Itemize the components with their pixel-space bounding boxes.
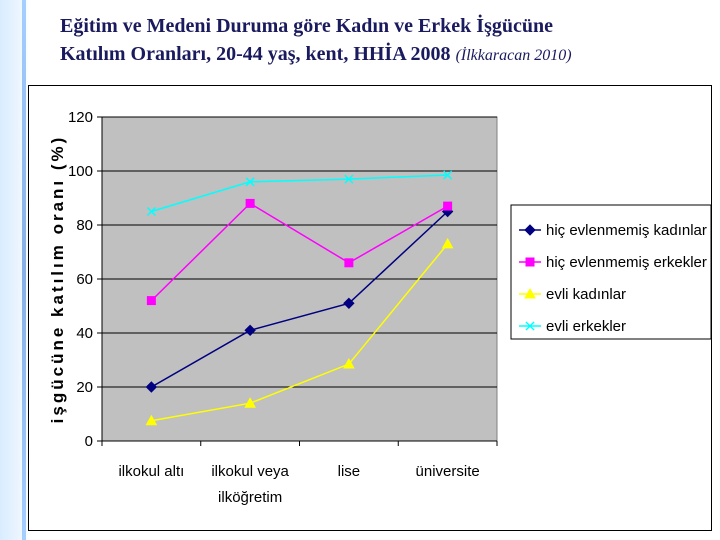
data-point bbox=[146, 296, 156, 306]
data-point bbox=[245, 177, 255, 187]
x-tick-label: üniversite bbox=[416, 463, 480, 480]
title-line-1: Eğitim ve Medeni Duruma göre Kadın ve Er… bbox=[60, 15, 553, 37]
x-tick-label: ilkokul veya ilköğretim bbox=[211, 463, 289, 506]
series-line-3 bbox=[151, 243, 449, 422]
data-point bbox=[145, 381, 158, 393]
line-chart: 0 20 40 60 80 100 120 ilkokul altı ilkokul veya i… bbox=[48, 109, 712, 506]
data-point bbox=[344, 258, 354, 268]
slide-accent-bar bbox=[22, 0, 26, 540]
citation: (İlkkaracan 2010) bbox=[455, 47, 572, 64]
legend-marker bbox=[525, 257, 535, 267]
y-tick-label: 20 bbox=[76, 379, 93, 396]
series-line-1 bbox=[151, 210, 449, 388]
legend-box bbox=[510, 204, 712, 340]
x-tick-label: lise bbox=[338, 463, 361, 480]
data-point bbox=[146, 206, 156, 217]
series-line-2 bbox=[150, 202, 448, 302]
data-point bbox=[343, 297, 355, 310]
data-point bbox=[344, 174, 354, 184]
y-tick-label: 40 bbox=[76, 325, 93, 342]
legend-marker bbox=[525, 321, 535, 331]
legend-label: evli erkekler bbox=[546, 318, 626, 335]
legend-label: hiç evlenmemiş kadınlar bbox=[546, 222, 707, 239]
data-point bbox=[443, 201, 453, 211]
y-tick-label: 0 bbox=[85, 433, 93, 450]
data-point bbox=[443, 170, 453, 180]
data-point bbox=[343, 358, 355, 369]
y-tick-label: 60 bbox=[76, 271, 93, 288]
x-tick-label: ilkokul altı bbox=[118, 463, 184, 480]
legend-marker bbox=[524, 224, 536, 236]
legend-marker bbox=[524, 287, 536, 299]
data-point bbox=[244, 324, 256, 337]
data-point bbox=[441, 237, 454, 249]
y-tick-label: 120 bbox=[68, 109, 93, 126]
y-tick-label: 80 bbox=[76, 217, 93, 234]
data-point bbox=[245, 198, 255, 208]
y-axis-title: işgücüne katılım oranı (%) bbox=[48, 135, 67, 424]
data-point bbox=[244, 397, 256, 408]
legend-label: hiç evlenmemiş erkekler bbox=[546, 254, 707, 271]
y-tick-label: 100 bbox=[68, 163, 93, 180]
title-line-2-text: Katılım Oranları, 20-44 yaş, kent, HHİA … bbox=[60, 43, 451, 65]
data-point bbox=[145, 414, 158, 426]
title-line-2: Katılım Oranları, 20-44 yaş, kent, HHİA … bbox=[60, 40, 710, 70]
slide-title: Eğitim ve Medeni Duruma göre Kadın ve Er… bbox=[60, 12, 710, 70]
series-line-4 bbox=[151, 174, 448, 213]
legend-label: evli kadınlar bbox=[546, 286, 626, 303]
